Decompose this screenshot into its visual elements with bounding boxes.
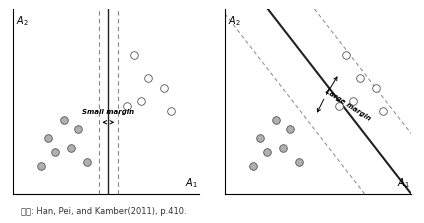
Point <box>84 160 91 163</box>
Point <box>263 151 270 154</box>
Point <box>137 100 144 103</box>
Point <box>161 86 168 89</box>
Point <box>45 137 51 140</box>
Point <box>249 165 256 168</box>
Point <box>75 128 81 131</box>
Point <box>168 109 175 113</box>
Point <box>287 128 293 131</box>
Text: $A_1$: $A_1$ <box>185 177 198 190</box>
Point <box>256 137 263 140</box>
Point <box>343 53 349 57</box>
Point <box>131 53 137 57</box>
Point <box>373 86 379 89</box>
Text: $A_2$: $A_2$ <box>16 14 28 28</box>
Point <box>67 146 75 150</box>
Point <box>51 151 58 154</box>
Text: Small margin: Small margin <box>82 109 134 115</box>
Point <box>124 104 131 108</box>
Point <box>280 146 287 150</box>
Point <box>37 165 44 168</box>
Text: $A_1$: $A_1$ <box>397 177 410 190</box>
Point <box>145 76 151 80</box>
Text: $A_2$: $A_2$ <box>228 14 240 28</box>
Point <box>380 109 387 113</box>
Point <box>61 118 67 122</box>
Text: 자료: Han, Pei, and Kamber(2011), p.410.: 자료: Han, Pei, and Kamber(2011), p.410. <box>21 207 187 216</box>
Point <box>273 118 279 122</box>
Point <box>336 104 343 108</box>
Point <box>349 100 356 103</box>
Point <box>357 76 363 80</box>
Text: Large margin: Large margin <box>324 88 371 122</box>
Point <box>296 160 303 163</box>
